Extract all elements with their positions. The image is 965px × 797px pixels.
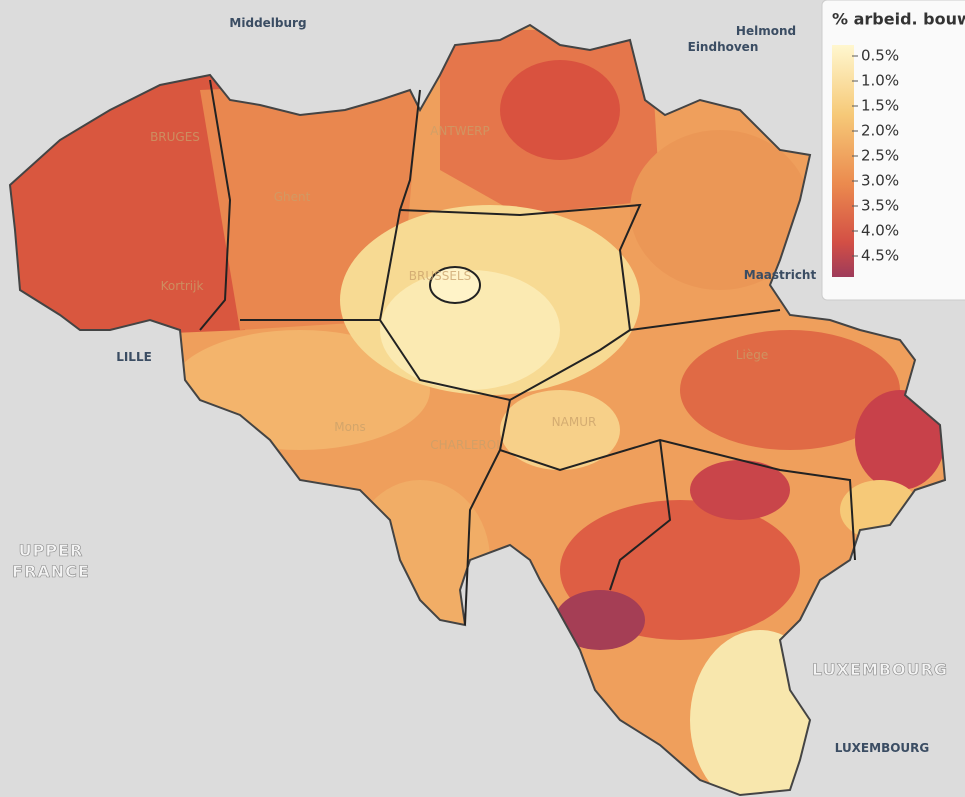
place-label: BRUGES bbox=[150, 130, 200, 144]
legend: % arbeid. bouw 0.5% 1.0% 1.5% 2.0% 2.5% 3.0% 3… bbox=[821, 0, 965, 301]
place-label: LUXEMBOURG bbox=[835, 741, 930, 755]
place-label: NAMUR bbox=[552, 415, 597, 429]
place-label: UPPER FRANCE bbox=[12, 541, 90, 581]
place-labels: Middelburg Helmond Eindhoven BRUGES ANTWERP G… bbox=[12, 16, 948, 755]
legend-tick-label: 1.0% bbox=[861, 72, 899, 90]
place-label: Kortrijk bbox=[161, 279, 204, 293]
legend-tick-label: 4.5% bbox=[861, 247, 899, 265]
place-label: Liège bbox=[736, 348, 768, 362]
legend-tick-label: 2.5% bbox=[861, 147, 899, 165]
place-label: Helmond bbox=[736, 24, 796, 38]
legend-tick-label: 0.5% bbox=[861, 47, 899, 65]
place-label: BRUSSELS bbox=[409, 269, 471, 283]
place-label: LUXEMBOURG bbox=[812, 660, 948, 679]
place-label: Mons bbox=[334, 420, 366, 434]
place-label: CHARLEROI bbox=[430, 438, 500, 452]
place-label: Ghent bbox=[274, 190, 311, 204]
place-label: LILLE bbox=[116, 350, 152, 364]
legend-tick-label: 3.5% bbox=[861, 197, 899, 215]
legend-tick-label: 1.5% bbox=[861, 97, 899, 115]
color-bar bbox=[832, 45, 854, 277]
place-label: Maastricht bbox=[744, 268, 817, 282]
legend-box bbox=[821, 0, 965, 301]
place-label: Middelburg bbox=[229, 16, 306, 30]
province-borders bbox=[199, 79, 856, 626]
legend-tick-label: 3.0% bbox=[861, 172, 899, 190]
legend-tick-label: 4.0% bbox=[861, 222, 899, 240]
legend-tick-label: 2.0% bbox=[861, 122, 899, 140]
legend-title: % arbeid. bouw bbox=[832, 10, 965, 29]
place-label: ANTWERP bbox=[430, 124, 490, 138]
place-label: Eindhoven bbox=[688, 40, 759, 54]
